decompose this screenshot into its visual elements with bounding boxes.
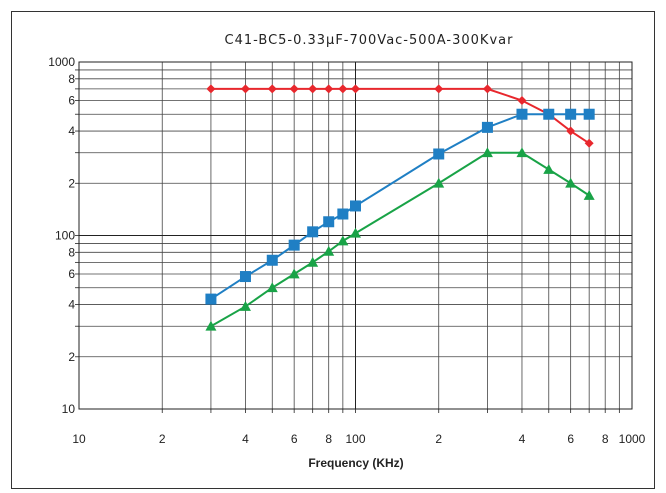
y-tick-label: 2: [68, 176, 75, 190]
x-tick-label: 4: [519, 432, 526, 446]
chart-title: C41-BC5-0.33μF-700Vac-500A-300Kvar: [225, 33, 514, 48]
data-point-square: [323, 216, 335, 228]
x-axis-label: Frequency (KHz): [308, 456, 403, 470]
series-line-diamond: [210, 87, 590, 145]
x-tick-label: 2: [435, 432, 442, 446]
data-point-square: [481, 121, 493, 133]
plot-area: [78, 61, 633, 410]
data-point-square: [565, 108, 577, 120]
data-point-square: [337, 208, 349, 220]
y-tick-label: 6: [68, 267, 75, 281]
data-point-square: [239, 271, 251, 283]
data-point-diamond: [434, 84, 444, 94]
data-point-triangle: [307, 256, 319, 267]
data-point-triangle: [266, 282, 278, 293]
y-tick-label: 2: [68, 350, 75, 364]
data-point-diamond: [324, 84, 334, 94]
y-tick-label: 1000: [48, 55, 75, 69]
x-tick-label: 1000: [619, 432, 646, 446]
data-point-diamond: [240, 84, 250, 94]
chart: C41-BC5-0.33μF-700Vac-500A-300Kvar 10 2 4 6…: [48, 33, 645, 470]
series-line-triangle: [210, 151, 590, 328]
x-tick-label: 4: [242, 432, 249, 446]
y-tick-label: 4: [68, 298, 75, 312]
x-tick-label: 6: [291, 432, 298, 446]
y-tick-label: 6: [68, 93, 75, 107]
data-point-triangle: [205, 320, 217, 331]
data-point-square: [205, 293, 217, 305]
data-point-square: [433, 148, 445, 160]
data-point-triangle: [583, 190, 595, 200]
x-tick-label: 8: [325, 432, 332, 446]
data-point-diamond: [584, 138, 594, 148]
x-axis-ticks: 10 2 4 6 8 100 2 4 6 8 1000: [72, 432, 645, 446]
y-tick-label: 8: [68, 72, 75, 86]
data-point-triangle: [565, 177, 577, 188]
data-point-square: [288, 239, 300, 251]
data-point-diamond: [289, 84, 299, 94]
data-point-diamond: [566, 126, 576, 136]
data-point-square: [516, 108, 528, 120]
data-point-triangle: [481, 147, 493, 158]
x-tick-label: 6: [567, 432, 574, 446]
x-tick-label: 2: [159, 432, 166, 446]
data-point-square: [350, 200, 361, 212]
data-point-diamond: [206, 84, 216, 94]
data-point-triangle: [516, 147, 528, 158]
data-point-triangle: [337, 235, 349, 246]
y-axis-ticks: 10 2 4 6 8 100 2 4 6 8 1000: [48, 55, 75, 416]
x-tick-label: 10: [72, 432, 86, 446]
data-point-diamond: [267, 84, 277, 94]
data-point-diamond: [351, 84, 360, 94]
chart-frame: C41-BC5-0.33μF-700Vac-500A-300Kvar 10 2 4 6…: [11, 11, 655, 489]
data-point-triangle: [288, 268, 300, 279]
data-point-square: [543, 108, 555, 120]
data-point-triangle: [239, 300, 251, 311]
y-tick-label: 8: [68, 245, 75, 259]
data-point-triangle: [433, 177, 445, 188]
data-point-square: [583, 108, 595, 120]
data-point-triangle: [350, 227, 361, 238]
data-point-diamond: [308, 84, 318, 94]
y-tick-label: 10: [62, 402, 76, 416]
x-tick-label: 8: [602, 432, 609, 446]
data-point-triangle: [323, 245, 335, 256]
data-point-diamond: [482, 84, 492, 94]
data-point-square: [307, 226, 319, 238]
data-point-diamond: [338, 84, 348, 94]
data-point-diamond: [517, 95, 527, 105]
data-point-square: [266, 254, 278, 266]
y-tick-label: 4: [68, 124, 75, 138]
y-tick-label: 100: [55, 229, 75, 243]
x-tick-label: 100: [345, 432, 365, 446]
series-layer: [205, 84, 595, 331]
data-point-triangle: [543, 164, 555, 174]
